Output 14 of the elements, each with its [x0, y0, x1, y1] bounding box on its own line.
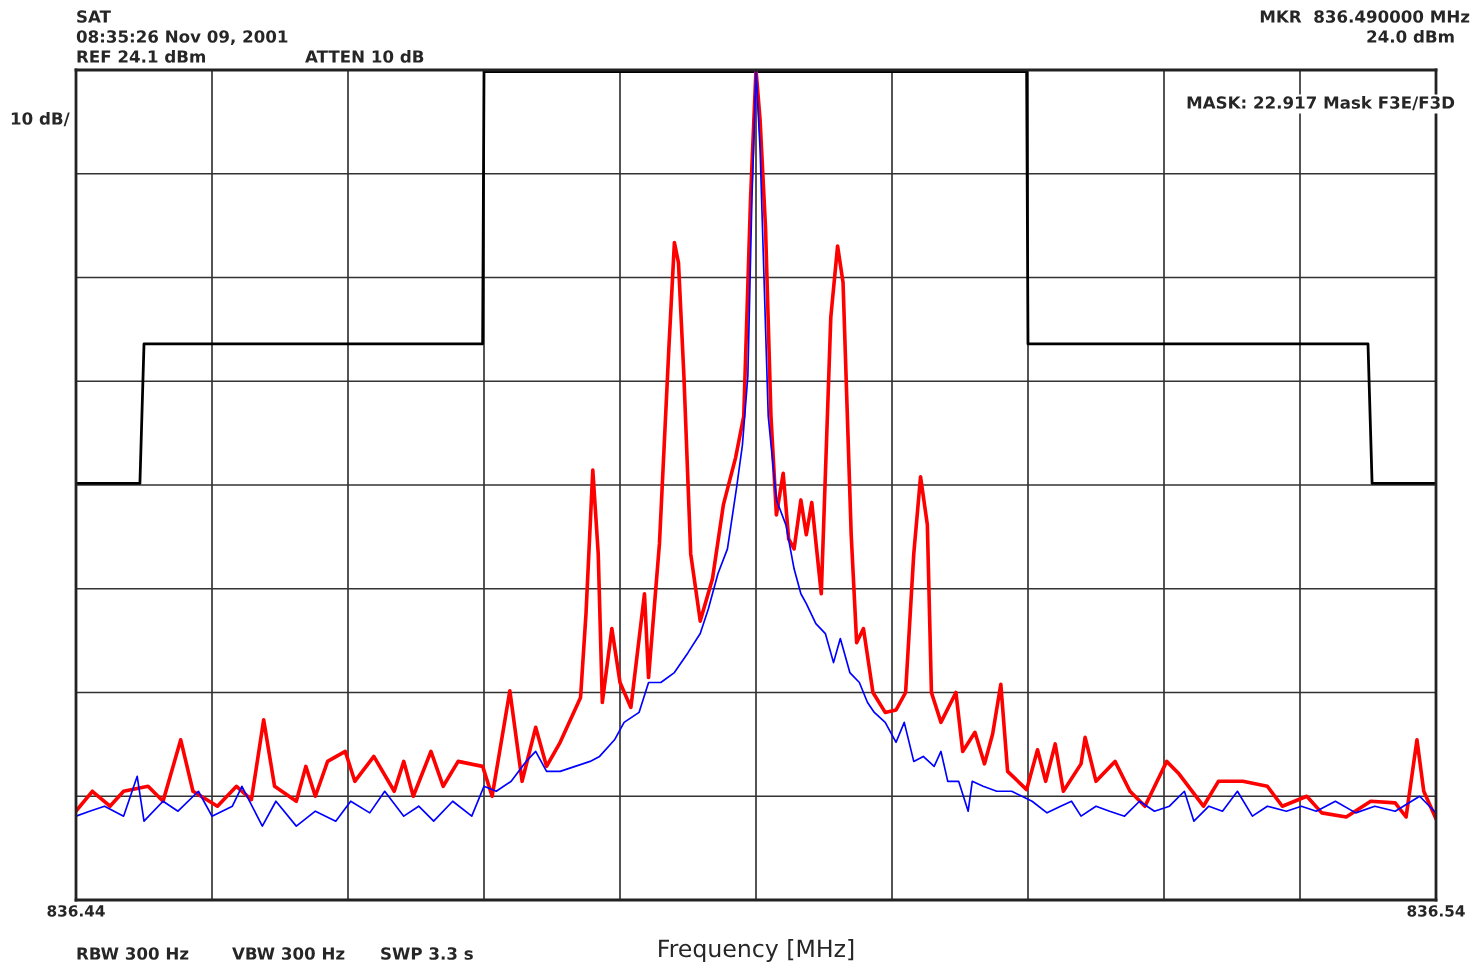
- text: MKR 836.490000 MHz: [1260, 10, 1470, 23]
- text: SWP 3.3 s: [381, 947, 473, 960]
- text: ATTEN 10 dB: [305, 49, 424, 63]
- annotation: MASK: 22.917 Mask F3E/F3D: [1187, 95, 1455, 111]
- text: RBW 300 Hz: [77, 947, 189, 960]
- x-axis-title: Frequency [MHz]: [659, 939, 854, 962]
- text: VBW 300 Hz: [232, 947, 345, 960]
- text: 08:35:26 Nov 09, 2001: [76, 30, 288, 45]
- text: 10 dB/: [11, 111, 70, 127]
- x-tick-label: 836.44: [47, 905, 105, 917]
- text: SAT: [77, 10, 111, 23]
- text: 24.0 dBm: [1367, 29, 1454, 43]
- text: REF 24.1 dBm: [77, 49, 206, 63]
- x-tick-label: 836.54: [1407, 905, 1465, 917]
